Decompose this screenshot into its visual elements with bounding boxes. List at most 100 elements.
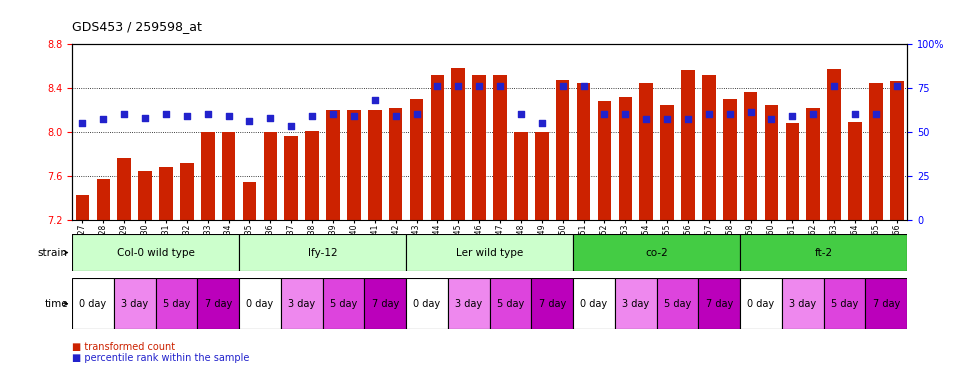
Point	[283, 124, 299, 130]
Text: GDS453 / 259598_at: GDS453 / 259598_at	[72, 20, 202, 33]
Point	[805, 111, 821, 117]
Point	[180, 113, 195, 119]
Bar	[698, 278, 740, 329]
Point	[409, 111, 424, 117]
Point	[75, 120, 90, 126]
Bar	[682, 70, 695, 220]
Bar	[72, 234, 239, 271]
Bar	[472, 75, 486, 220]
Bar	[782, 278, 824, 329]
Text: 3 day: 3 day	[622, 299, 649, 309]
Text: 3 day: 3 day	[455, 299, 482, 309]
Bar	[264, 132, 277, 220]
Bar	[239, 278, 280, 329]
Bar	[535, 132, 548, 220]
Text: 5 day: 5 day	[163, 299, 190, 309]
Bar	[744, 92, 757, 220]
Bar	[493, 75, 507, 220]
Bar	[785, 123, 799, 220]
Text: strain: strain	[37, 247, 68, 258]
Point	[450, 83, 466, 89]
Point	[388, 113, 403, 119]
Point	[743, 109, 758, 115]
Point	[304, 113, 320, 119]
Text: 7 day: 7 day	[873, 299, 900, 309]
Bar	[577, 83, 590, 220]
Point	[848, 111, 863, 117]
Text: 5 day: 5 day	[831, 299, 858, 309]
Point	[681, 116, 696, 122]
Text: 3 day: 3 day	[121, 299, 148, 309]
Bar	[113, 278, 156, 329]
Point	[764, 116, 780, 122]
Bar	[849, 122, 862, 220]
Bar	[598, 101, 612, 220]
Bar	[614, 278, 657, 329]
Bar	[117, 158, 131, 220]
Bar	[490, 278, 532, 329]
Bar	[348, 110, 361, 220]
Bar	[723, 99, 736, 220]
Bar	[451, 68, 465, 220]
Text: ft-2: ft-2	[815, 247, 832, 258]
Bar	[765, 105, 779, 220]
Bar	[618, 97, 632, 220]
Bar	[222, 132, 235, 220]
Text: 0 day: 0 day	[414, 299, 441, 309]
Bar	[866, 278, 907, 329]
Point	[701, 111, 716, 117]
Text: ■ percentile rank within the sample: ■ percentile rank within the sample	[72, 353, 250, 363]
Text: Col-0 wild type: Col-0 wild type	[116, 247, 195, 258]
Bar	[138, 171, 152, 220]
Bar	[368, 110, 381, 220]
Text: Ler wild type: Ler wild type	[456, 247, 523, 258]
Bar	[573, 278, 614, 329]
Point	[638, 116, 654, 122]
Text: 3 day: 3 day	[789, 299, 816, 309]
Bar	[197, 278, 239, 329]
Bar	[326, 110, 340, 220]
Bar	[406, 278, 447, 329]
Point	[555, 83, 570, 89]
Bar	[657, 278, 698, 329]
Bar	[97, 179, 110, 220]
Bar	[890, 81, 903, 220]
Text: ■ transformed count: ■ transformed count	[72, 342, 175, 352]
Point	[221, 113, 236, 119]
Bar	[828, 69, 841, 220]
Bar	[180, 163, 194, 220]
Bar	[239, 234, 406, 271]
Point	[514, 111, 529, 117]
Point	[116, 111, 132, 117]
Text: 0 day: 0 day	[247, 299, 274, 309]
Bar	[243, 182, 256, 220]
Bar	[515, 132, 528, 220]
Point	[576, 83, 591, 89]
Bar	[76, 195, 89, 220]
Point	[722, 111, 737, 117]
Text: 0 day: 0 day	[80, 299, 107, 309]
Bar	[406, 234, 573, 271]
Bar	[323, 278, 364, 329]
Text: lfy-12: lfy-12	[308, 247, 337, 258]
Bar	[869, 83, 882, 220]
Point	[784, 113, 800, 119]
Text: 3 day: 3 day	[288, 299, 315, 309]
Point	[263, 115, 278, 121]
Bar	[280, 278, 323, 329]
Bar	[305, 131, 319, 220]
Bar	[660, 105, 674, 220]
Point	[158, 111, 174, 117]
Bar	[365, 278, 406, 329]
Bar	[72, 278, 113, 329]
Text: 5 day: 5 day	[664, 299, 691, 309]
Bar	[639, 83, 653, 220]
Text: co-2: co-2	[645, 247, 668, 258]
Point	[492, 83, 508, 89]
Point	[534, 120, 549, 126]
Text: 7 day: 7 day	[372, 299, 398, 309]
Point	[617, 111, 633, 117]
Bar	[556, 80, 569, 220]
Bar	[531, 278, 573, 329]
Bar	[806, 108, 820, 220]
